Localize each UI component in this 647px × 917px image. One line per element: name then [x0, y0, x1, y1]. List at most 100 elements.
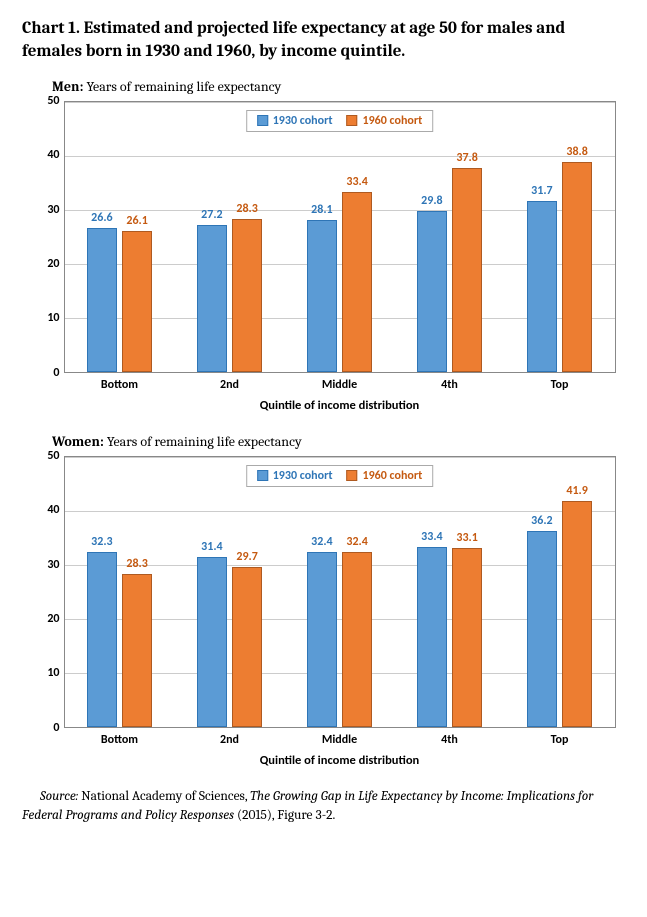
bar: 28.1: [307, 220, 338, 372]
bar-value-label: 41.9: [563, 484, 592, 498]
bars-row: 32.328.3Bottom31.429.72nd32.432.4Middle3…: [65, 457, 615, 727]
bar-value-label: 26.6: [88, 211, 117, 225]
bar-value-label: 31.7: [528, 184, 557, 198]
legend-item: 1930 cohort: [257, 469, 333, 483]
source-pre: National Academy of Sciences,: [78, 789, 250, 804]
bar-value-label: 29.8: [418, 194, 447, 208]
y-tick-label: 10: [24, 666, 60, 680]
bar: 32.4: [307, 552, 338, 727]
legend-label: 1930 cohort: [273, 114, 333, 128]
x-tick-label: 2nd: [175, 372, 285, 392]
y-tick-label: 30: [24, 558, 60, 572]
bar-value-label: 33.4: [418, 530, 447, 544]
legend-swatch: [257, 470, 268, 481]
bar-group: 29.837.84th: [395, 102, 505, 372]
bar-value-label: 36.2: [528, 514, 557, 528]
bar-value-label: 27.2: [198, 208, 227, 222]
bar: 26.6: [87, 228, 118, 372]
x-axis-label: Quintile of income distribution: [64, 753, 616, 768]
bar: 33.1: [452, 548, 483, 727]
bar-value-label: 28.1: [308, 203, 337, 217]
chart-title: Chart 1. Estimated and projected life ex…: [22, 18, 625, 64]
bar-value-label: 31.4: [198, 540, 227, 554]
bar-group: 32.328.3Bottom: [65, 457, 175, 727]
legend-swatch: [257, 115, 268, 126]
panel-title: Women: Years of remaining life expectanc…: [52, 433, 625, 450]
x-tick-label: Middle: [285, 372, 395, 392]
x-tick-label: 4th: [395, 727, 505, 747]
bar-value-label: 29.7: [233, 550, 262, 564]
x-tick-label: Bottom: [65, 372, 175, 392]
source-citation: Source: National Academy of Sciences, Th…: [22, 788, 625, 826]
y-tick-label: 50: [24, 94, 60, 108]
x-tick-label: 4th: [395, 372, 505, 392]
panel-title-rest: Years of remaining life expectancy: [83, 78, 281, 95]
bar-value-label: 32.4: [308, 535, 337, 549]
y-tick-label: 10: [24, 311, 60, 325]
bar: 27.2: [197, 225, 228, 372]
x-axis-label: Quintile of income distribution: [64, 398, 616, 413]
bar-value-label: 32.4: [343, 535, 372, 549]
legend-label: 1960 cohort: [363, 469, 423, 483]
legend-item: 1960 cohort: [347, 469, 423, 483]
x-tick-label: 2nd: [175, 727, 285, 747]
bar-group: 36.241.9Top: [505, 457, 615, 727]
bar: 36.2: [527, 531, 558, 726]
bar: 26.1: [122, 231, 153, 372]
legend: 1930 cohort 1960 cohort: [246, 465, 434, 487]
bar-value-label: 32.3: [88, 535, 117, 549]
source-post: (2015), Figure 3-2.: [237, 808, 335, 823]
bar: 41.9: [562, 501, 593, 727]
panel-title: Men: Years of remaining life expectancy: [52, 78, 625, 95]
bar-group: 32.432.4Middle: [285, 457, 395, 727]
y-tick-label: 40: [24, 503, 60, 517]
panel-title-bold: Women:: [52, 433, 104, 450]
legend-item: 1960 cohort: [347, 114, 423, 128]
chart-area: 0102030405032.328.3Bottom31.429.72nd32.4…: [24, 452, 624, 772]
chart-area: 0102030405026.626.1Bottom27.228.32nd28.1…: [24, 97, 624, 417]
y-tick-label: 50: [24, 449, 60, 463]
panel-title-bold: Men:: [52, 78, 83, 95]
legend: 1930 cohort 1960 cohort: [246, 110, 434, 132]
bar-group: 31.738.8Top: [505, 102, 615, 372]
x-tick-label: Bottom: [65, 727, 175, 747]
bars-row: 26.626.1Bottom27.228.32nd28.133.4Middle2…: [65, 102, 615, 372]
legend-label: 1930 cohort: [273, 469, 333, 483]
bar: 33.4: [417, 547, 448, 727]
bar-value-label: 37.8: [453, 151, 482, 165]
y-tick-label: 20: [24, 612, 60, 626]
bar: 37.8: [452, 168, 483, 372]
plot-area: 26.626.1Bottom27.228.32nd28.133.4Middle2…: [64, 101, 616, 373]
x-tick-label: Top: [505, 727, 615, 747]
bar: 29.8: [417, 211, 448, 372]
y-tick-label: 0: [24, 366, 60, 380]
legend-swatch: [347, 470, 358, 481]
y-tick-label: 20: [24, 257, 60, 271]
bar: 32.4: [342, 552, 373, 727]
y-tick-label: 30: [24, 203, 60, 217]
bar: 28.3: [122, 574, 153, 727]
bar: 32.3: [87, 552, 118, 726]
bar: 31.4: [197, 557, 228, 727]
legend-swatch: [347, 115, 358, 126]
x-tick-label: Top: [505, 372, 615, 392]
y-tick-label: 40: [24, 148, 60, 162]
bar: 31.7: [527, 201, 558, 372]
bar-value-label: 28.3: [233, 202, 262, 216]
panel-title-rest: Years of remaining life expectancy: [104, 433, 302, 450]
bar: 29.7: [232, 567, 263, 727]
bar-value-label: 33.4: [343, 175, 372, 189]
source-label: Source:: [40, 789, 78, 804]
plot-area: 32.328.3Bottom31.429.72nd32.432.4Middle3…: [64, 456, 616, 728]
bar: 33.4: [342, 192, 373, 372]
x-tick-label: Middle: [285, 727, 395, 747]
bar-group: 33.433.14th: [395, 457, 505, 727]
bar: 38.8: [562, 162, 593, 372]
chart-panel: Women: Years of remaining life expectanc…: [22, 433, 625, 772]
y-tick-label: 0: [24, 721, 60, 735]
bar: 28.3: [232, 219, 263, 372]
legend-label: 1960 cohort: [363, 114, 423, 128]
bar-group: 31.429.72nd: [175, 457, 285, 727]
bar-value-label: 38.8: [563, 145, 592, 159]
bar-group: 26.626.1Bottom: [65, 102, 175, 372]
